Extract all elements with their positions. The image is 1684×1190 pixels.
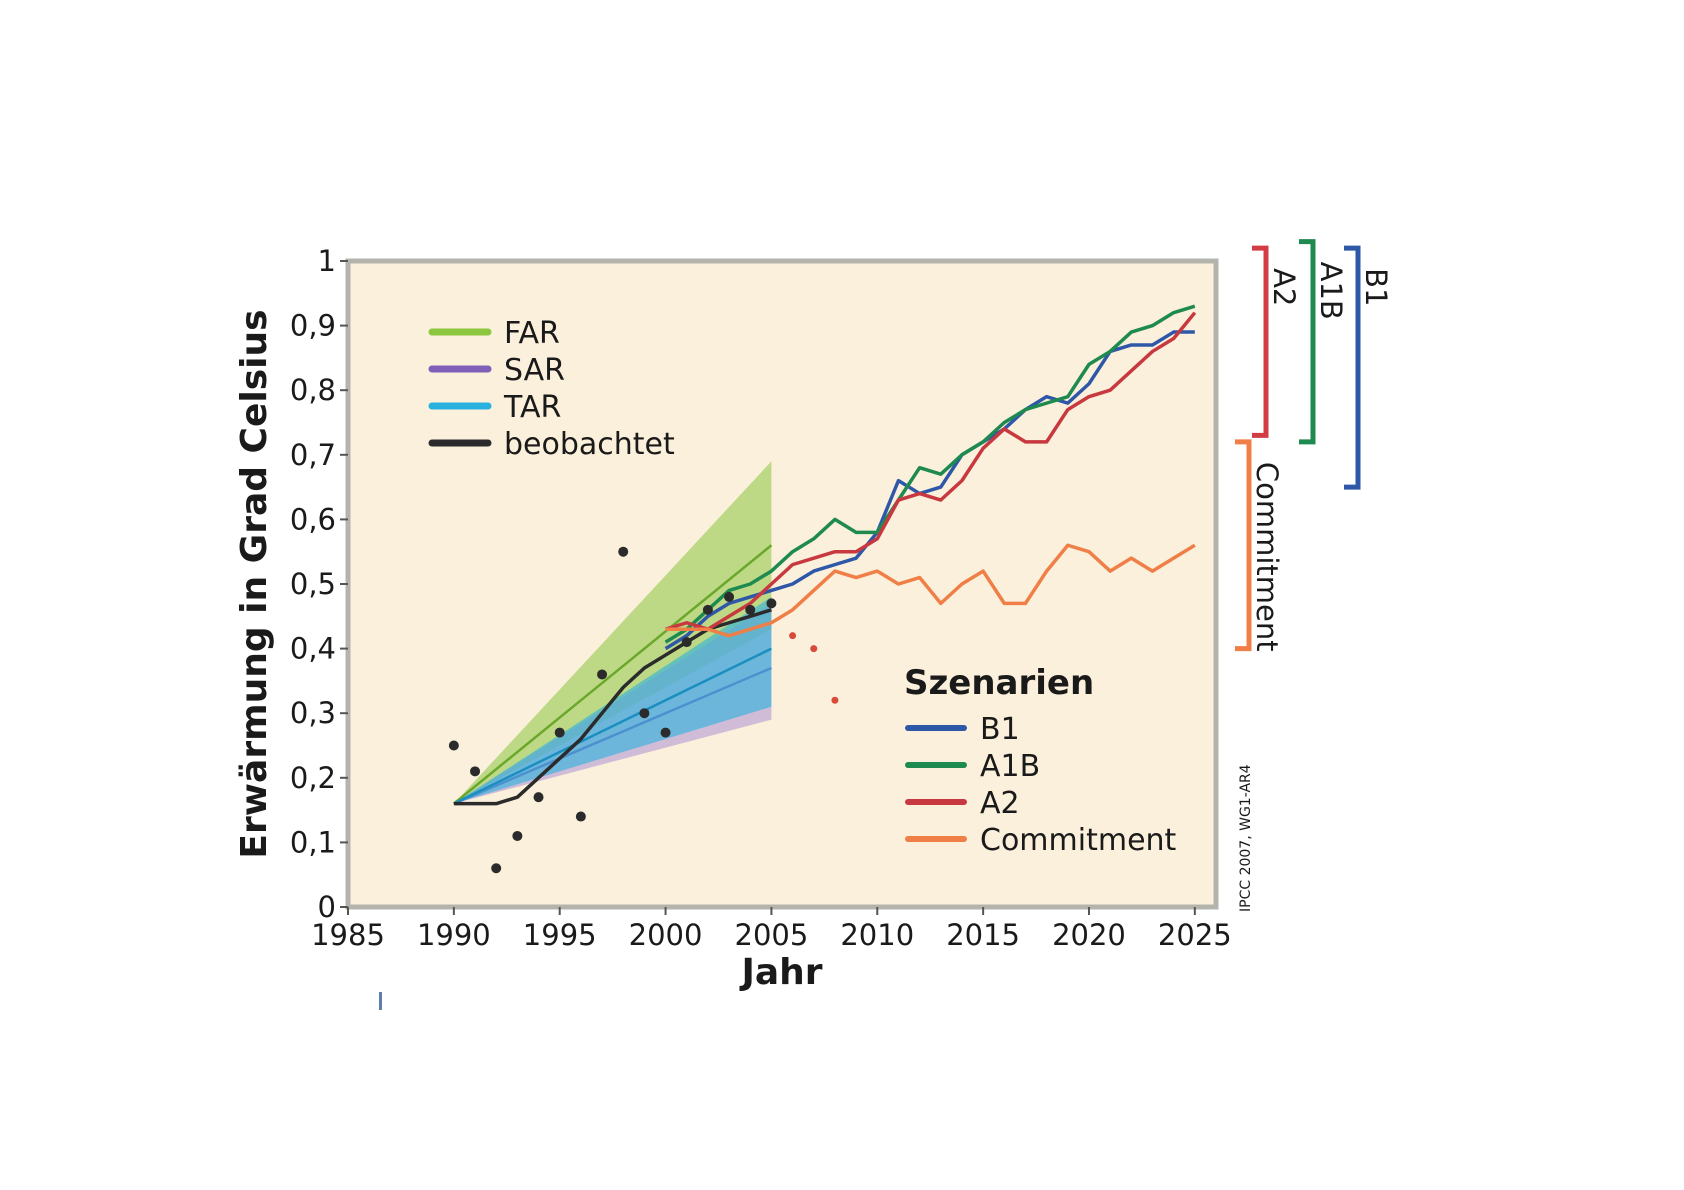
legend-label-a1b: A1B: [980, 749, 1040, 784]
x-axis-title: Jahr: [738, 952, 822, 993]
observed-point: [554, 727, 565, 738]
x-tick-label: 2000: [629, 918, 703, 952]
x-axis: 1985 1990 1995 2000 2005 2010 2015 2020 2025: [311, 907, 1232, 952]
source-note: IPCC 2007, WG1-AR4: [1238, 764, 1254, 912]
observed-point: [533, 792, 544, 803]
x-tick-label: 1995: [523, 918, 597, 952]
x-tick-label: 2020: [1052, 918, 1126, 952]
projection-point: [831, 696, 839, 704]
y-tick-label: 0,9: [290, 309, 336, 343]
observed-point: [702, 604, 713, 615]
legend-label-far: FAR: [504, 316, 560, 351]
y-axis: 0 0,1 0,2 0,3 0,4 0,5 0,6 0,7 0,8 0,9 1: [290, 244, 348, 924]
observed-point: [660, 727, 671, 738]
band-center-far: [453, 544, 773, 805]
bracket-label-a1b: A1B: [1314, 262, 1348, 320]
bracket-label-b1: B1: [1359, 268, 1393, 306]
observed-points: [448, 546, 839, 874]
y-tick-label: 0,5: [290, 567, 336, 601]
observed-point: [724, 591, 735, 602]
observed-point: [766, 598, 777, 609]
band-far: [453, 461, 772, 804]
observed-point: [491, 863, 502, 874]
legend-label-beobachtet: beobachtet: [504, 427, 675, 462]
legend-scenarios-title: Szenarien: [904, 663, 1094, 703]
legend-label-a2: A2: [980, 786, 1020, 821]
legend-label-b1: B1: [980, 712, 1020, 747]
x-tick-label: 2025: [1158, 918, 1232, 952]
y-tick-label: 1: [318, 244, 336, 278]
y-tick-label: 0,6: [290, 502, 336, 536]
observed-point: [597, 669, 608, 680]
x-tick-label: 2010: [840, 918, 914, 952]
x-tick-label: 2005: [735, 918, 809, 952]
projection-point: [810, 645, 818, 653]
observed-point: [618, 546, 629, 557]
band-center-tar: [453, 647, 772, 805]
bracket-commitment: [1235, 439, 1252, 652]
observed-point: [448, 740, 459, 751]
y-tick-label: 0,4: [290, 632, 336, 666]
observed-point: [745, 604, 756, 615]
y-tick-label: 0: [318, 890, 336, 924]
y-tick-label: 0,1: [290, 825, 336, 859]
x-tick-label: 2015: [946, 918, 1020, 952]
bracket-a2: [1252, 245, 1269, 438]
observed-point: [470, 766, 481, 777]
bracket-a1b: [1299, 239, 1316, 445]
y-tick-label: 0,7: [290, 438, 336, 472]
line-a1b: [664, 304, 1196, 644]
y-tick-label: 0,3: [290, 696, 336, 730]
observed-point: [512, 830, 523, 841]
line-a2: [665, 311, 1197, 631]
line-commitment: [665, 543, 1196, 638]
page-marker: [379, 992, 382, 1010]
x-tick-label: 1985: [311, 918, 385, 952]
legend-label-commitment: Commitment: [980, 823, 1177, 858]
y-tick-label: 0,8: [290, 373, 336, 407]
series-lines: [453, 304, 1197, 806]
projection-point: [789, 632, 797, 640]
scenario-brackets: A2 A1B B1 Commitment: [1235, 239, 1393, 652]
line-b1: [664, 330, 1195, 651]
legend-label-tar: TAR: [503, 390, 561, 425]
legend-label-sar: SAR: [504, 353, 565, 388]
bracket-label-a2: A2: [1267, 268, 1301, 306]
observed-point: [575, 811, 586, 822]
y-axis-title: Erwärmung in Grad Celsius: [234, 309, 275, 858]
plot-background: [345, 258, 1219, 910]
bracket-b1: [1344, 245, 1361, 490]
bracket-label-commitment: Commitment: [1250, 462, 1284, 652]
line-beobachtet: [453, 608, 772, 806]
observed-point: [681, 637, 692, 648]
x-tick-label: 1990: [417, 918, 491, 952]
y-tick-label: 0,2: [290, 761, 336, 795]
observed-point: [639, 708, 650, 719]
